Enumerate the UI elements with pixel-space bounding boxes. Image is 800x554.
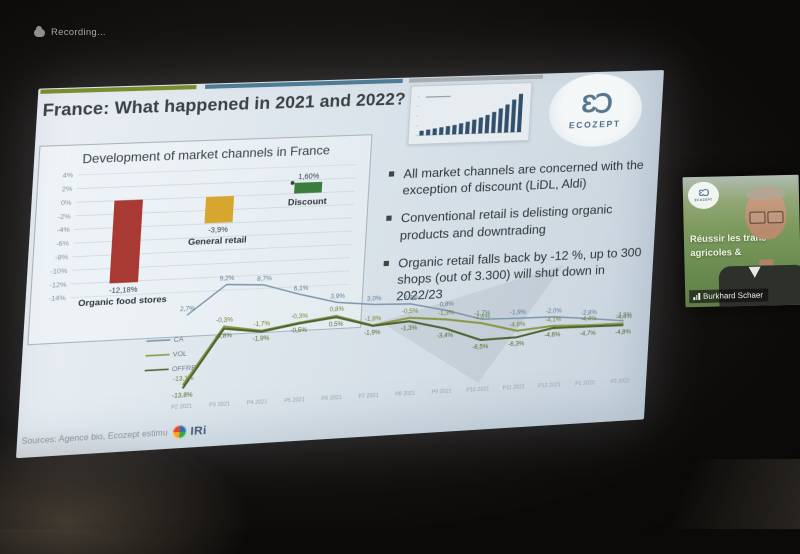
svg-text:-0,8%: -0,8% bbox=[215, 333, 233, 340]
svg-text:-3,9%: -3,9% bbox=[208, 226, 228, 234]
svg-text:-1,3%: -1,3% bbox=[401, 325, 418, 332]
svg-text:2,7%: 2,7% bbox=[180, 306, 196, 313]
svg-text:-1,3%: -1,3% bbox=[438, 310, 455, 317]
slide-title: France: What happened in 2021 and 2022? bbox=[42, 90, 406, 121]
svg-text:-4,4%: -4,4% bbox=[616, 314, 633, 321]
photo-of-projection-screen: Recording... France: What happened in 20… bbox=[0, 0, 800, 529]
signal-bars-icon bbox=[693, 293, 700, 301]
shirt-collar bbox=[749, 267, 761, 278]
svg-text:P11 2021: P11 2021 bbox=[502, 384, 525, 391]
svg-text:-8%: -8% bbox=[55, 254, 69, 262]
bullet-text: Conventional retail is delisting organic… bbox=[399, 200, 654, 244]
svg-text:6,1%: 6,1% bbox=[294, 286, 310, 293]
bullet-text: All market channels are concerned with t… bbox=[402, 156, 657, 199]
slide-surface: France: What happened in 2021 and 2022? … bbox=[16, 70, 664, 458]
svg-text:-12%: -12% bbox=[49, 281, 67, 289]
svg-text:-13,8%: -13,8% bbox=[172, 392, 194, 400]
recording-cloud-icon bbox=[34, 29, 45, 37]
svg-text:Discount: Discount bbox=[288, 195, 327, 207]
svg-text:-0,3%: -0,3% bbox=[291, 313, 309, 320]
svg-text:-4%: -4% bbox=[57, 227, 71, 235]
svg-text:-6,5%: -6,5% bbox=[472, 344, 489, 351]
svg-text:8,7%: 8,7% bbox=[257, 276, 273, 283]
svg-text:-0,5%: -0,5% bbox=[290, 328, 308, 335]
svg-text:General retail: General retail bbox=[188, 234, 247, 247]
bullet-item: Conventional retail is delisting organic… bbox=[385, 200, 655, 245]
svg-text:-4,6%: -4,6% bbox=[544, 332, 561, 339]
participant-name-tag: Burkhard Schaer bbox=[689, 288, 768, 303]
svg-text:-4,8%: -4,8% bbox=[509, 322, 526, 329]
svg-text:P10 2021: P10 2021 bbox=[466, 386, 489, 393]
svg-text:4%: 4% bbox=[62, 172, 73, 180]
svg-text:P7 2021: P7 2021 bbox=[358, 393, 379, 400]
svg-text:OFFRE: OFFRE bbox=[172, 365, 197, 374]
svg-text:-1,9%: -1,9% bbox=[364, 330, 382, 337]
participant-name: Burkhard Schaer bbox=[703, 291, 763, 301]
ecozept-logo: ƐↃ ECOZEPT bbox=[547, 73, 644, 149]
header-accent-bar-green bbox=[40, 85, 196, 94]
svg-text:CA: CA bbox=[173, 336, 184, 344]
svg-text:-2%: -2% bbox=[58, 213, 72, 221]
svg-text:1,60%: 1,60% bbox=[298, 173, 320, 181]
svg-text:9,2%: 9,2% bbox=[219, 276, 235, 283]
svg-text:-1,7%: -1,7% bbox=[253, 321, 271, 328]
growth-thumbnail-chart bbox=[407, 82, 532, 145]
webcam-ecozept-logo-text: ECOZEPT bbox=[695, 198, 713, 202]
webcam-tile[interactable]: ƐↃ ECOZEPT Réussir les trans agricoles &… bbox=[683, 175, 800, 308]
svg-text:2,7%: 2,7% bbox=[403, 295, 418, 302]
svg-text:-3,4%: -3,4% bbox=[437, 333, 454, 340]
svg-text:0,8%: 0,8% bbox=[439, 302, 454, 309]
svg-text:-12,18%: -12,18% bbox=[109, 286, 138, 295]
svg-text:-1,9%: -1,9% bbox=[252, 336, 270, 343]
presentation-slide: France: What happened in 2021 and 2022? … bbox=[70, 70, 664, 418]
svg-text:P4 2021: P4 2021 bbox=[247, 399, 268, 406]
svg-text:0,8%: 0,8% bbox=[329, 307, 345, 314]
ecozept-logo-text: ECOZEPT bbox=[569, 118, 621, 130]
svg-text:P9 2021: P9 2021 bbox=[431, 388, 452, 395]
svg-text:0,5%: 0,5% bbox=[329, 321, 345, 328]
ambient-light-bottom-left bbox=[0, 424, 260, 554]
svg-text:P8 2021: P8 2021 bbox=[395, 391, 416, 398]
svg-text:P12 2021: P12 2021 bbox=[538, 382, 561, 389]
svg-text:-1,8%: -1,8% bbox=[365, 316, 383, 323]
thumbnail-bar-chart bbox=[408, 83, 531, 144]
bullet-item: All market channels are concerned with t… bbox=[387, 156, 657, 199]
svg-text:-0,5%: -0,5% bbox=[402, 309, 419, 316]
svg-text:P2 2021: P2 2021 bbox=[171, 403, 192, 411]
ambient-light-bottom-right bbox=[620, 459, 800, 529]
bullet-square-icon bbox=[389, 171, 395, 176]
webcam-ecozept-logo-glyph: ƐↃ bbox=[698, 189, 708, 198]
svg-text:-4,8%: -4,8% bbox=[615, 329, 632, 336]
svg-text:P1 2022: P1 2022 bbox=[575, 380, 595, 387]
svg-text:VOL: VOL bbox=[173, 351, 188, 359]
ecozept-logo-glyph: ƐↃ bbox=[581, 91, 612, 117]
svg-text:-2,6%: -2,6% bbox=[474, 314, 491, 321]
svg-text:-13,1%: -13,1% bbox=[173, 376, 195, 383]
svg-text:3,0%: 3,0% bbox=[367, 296, 382, 303]
svg-text:-4,7%: -4,7% bbox=[580, 331, 597, 338]
svg-text:-14%: -14% bbox=[49, 295, 67, 303]
svg-text:3,9%: 3,9% bbox=[330, 294, 346, 301]
svg-text:-6,3%: -6,3% bbox=[508, 341, 525, 348]
svg-text:-2,0%: -2,0% bbox=[546, 308, 563, 315]
glasses bbox=[749, 211, 783, 224]
svg-text:-6%: -6% bbox=[56, 240, 70, 248]
svg-text:-4,4%: -4,4% bbox=[580, 316, 597, 323]
svg-text:P6 2021: P6 2021 bbox=[321, 395, 342, 402]
recording-label: Recording... bbox=[51, 27, 106, 38]
svg-text:0%: 0% bbox=[61, 199, 72, 207]
svg-text:P5 2021: P5 2021 bbox=[284, 397, 305, 404]
svg-text:P2 2022: P2 2022 bbox=[610, 378, 630, 385]
svg-text:-4,1%: -4,1% bbox=[545, 317, 562, 324]
svg-text:P3 2021: P3 2021 bbox=[209, 401, 230, 408]
header-accent-bar-blue bbox=[205, 79, 403, 89]
svg-text:-10%: -10% bbox=[50, 268, 68, 276]
svg-text:2%: 2% bbox=[62, 186, 73, 194]
svg-text:-0,3%: -0,3% bbox=[216, 317, 234, 324]
svg-text:-1,9%: -1,9% bbox=[510, 310, 527, 317]
recording-indicator: Recording... bbox=[34, 27, 106, 38]
bullet-square-icon bbox=[386, 216, 392, 221]
monthly-evolution-line-chart: P2 2021 P3 2021 P4 2021 P5 2021 P6 2021 P7 20… bbox=[137, 249, 638, 429]
